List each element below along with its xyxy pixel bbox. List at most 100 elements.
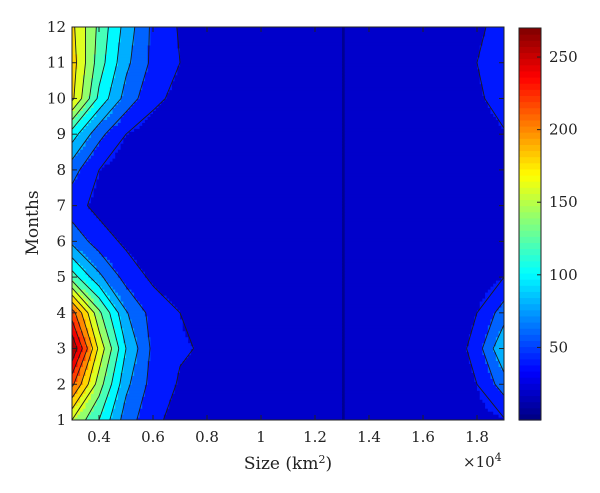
- contour-cell: [80, 110, 89, 114]
- contour-cell: [117, 390, 130, 394]
- contour-cell: [72, 62, 78, 67]
- contour-cell: [344, 291, 486, 296]
- contour-cell: [77, 414, 89, 418]
- contour-cell: [342, 339, 346, 344]
- contour-cell: [88, 122, 100, 126]
- contour-cell: [474, 375, 492, 379]
- contour-cell: [82, 116, 95, 120]
- contour-cell: [131, 375, 149, 379]
- contour-cell: [344, 122, 500, 126]
- contour-cell: [93, 190, 343, 195]
- contour-cell: [136, 354, 151, 359]
- contour-cell: [174, 303, 343, 308]
- contour-cell: [342, 238, 346, 242]
- contour-cell: [344, 303, 481, 308]
- contour-cell: [344, 297, 483, 302]
- contour-cell: [342, 95, 346, 100]
- y-tick-label: 10: [47, 89, 66, 107]
- contour-cell: [495, 336, 504, 341]
- contour-cell: [485, 95, 504, 100]
- contour-cell: [342, 172, 346, 177]
- colorbar-segment: [519, 401, 541, 409]
- contour-cell: [169, 405, 343, 409]
- contour-cell: [193, 345, 343, 350]
- colorbar-segment: [519, 297, 541, 305]
- contour-cell: [90, 378, 97, 382]
- contour-cell: [147, 360, 184, 365]
- contour-cell: [180, 312, 343, 317]
- contour-cell: [342, 381, 346, 385]
- contour-cell: [115, 235, 343, 239]
- colorbar-segment: [519, 242, 541, 250]
- contour-cell: [344, 27, 486, 31]
- contour-cell: [128, 390, 146, 394]
- contour-cell: [485, 294, 504, 299]
- contour-cell: [72, 184, 97, 189]
- contour-cell: [344, 172, 504, 177]
- contour-cell: [82, 74, 95, 79]
- x-tick-label: 0.8: [195, 428, 219, 446]
- contour-cell: [104, 56, 119, 61]
- contour-cell: [96, 354, 103, 359]
- contour-cell: [117, 348, 127, 353]
- contour-cell: [182, 321, 343, 326]
- contour-cell: [74, 74, 84, 79]
- contour-cell: [344, 196, 504, 201]
- contour-cell: [477, 62, 504, 67]
- contour-cell: [117, 291, 135, 296]
- contour-cell: [136, 417, 165, 420]
- contour-cell: [107, 256, 135, 260]
- x-axis-title-main: Size (km: [244, 454, 319, 474]
- contour-cell: [342, 125, 346, 129]
- contour-cell: [109, 160, 343, 165]
- colorbar-segment: [519, 260, 541, 268]
- contour-cell: [128, 250, 343, 254]
- colorbar-tick-label: 150: [549, 193, 578, 211]
- contour-cell: [85, 321, 92, 326]
- contour-cell: [80, 366, 89, 370]
- contour-cell: [120, 95, 141, 100]
- contour-cell: [93, 387, 103, 391]
- contour-cell: [153, 110, 343, 114]
- contour-cell: [109, 259, 138, 263]
- contour-cell: [177, 32, 343, 37]
- contour-cell: [344, 35, 483, 40]
- contour-cell: [498, 306, 504, 311]
- contour-cell: [101, 390, 111, 394]
- contour-cell: [72, 357, 78, 362]
- contour-cell: [82, 312, 89, 317]
- contour-cell: [471, 363, 489, 368]
- contour-cell: [93, 116, 108, 120]
- contour-cell: [136, 336, 151, 341]
- contour-cell: [482, 38, 504, 43]
- contour-cell: [126, 134, 343, 138]
- contour-cell: [344, 131, 504, 135]
- contour-cell: [72, 247, 78, 251]
- contour-cell: [342, 71, 346, 76]
- contour-cell: [107, 29, 122, 34]
- contour-cell: [344, 229, 504, 234]
- contour-cell: [117, 342, 127, 347]
- contour-cell: [72, 169, 81, 174]
- contour-cell: [342, 265, 346, 269]
- contour-cell: [72, 38, 76, 43]
- contour-cell: [96, 32, 108, 37]
- contour-cell: [485, 360, 500, 365]
- contour-cell: [342, 110, 346, 114]
- contour-cell: [72, 306, 78, 311]
- contour-cell: [134, 35, 151, 40]
- contour-cell: [177, 65, 343, 70]
- contour-cell: [123, 363, 135, 368]
- contour-cell: [88, 95, 97, 100]
- contour-cell: [107, 27, 122, 31]
- contour-cell: [90, 372, 100, 376]
- contour-cell: [72, 375, 78, 379]
- contour-cell: [131, 50, 149, 55]
- contour-cell: [180, 369, 343, 373]
- contour-cell: [182, 327, 343, 332]
- contour-cell: [177, 29, 343, 34]
- contour-cell: [185, 333, 343, 338]
- contour-cell: [109, 357, 119, 362]
- contour-cell: [342, 205, 346, 210]
- contour-cell: [342, 294, 346, 299]
